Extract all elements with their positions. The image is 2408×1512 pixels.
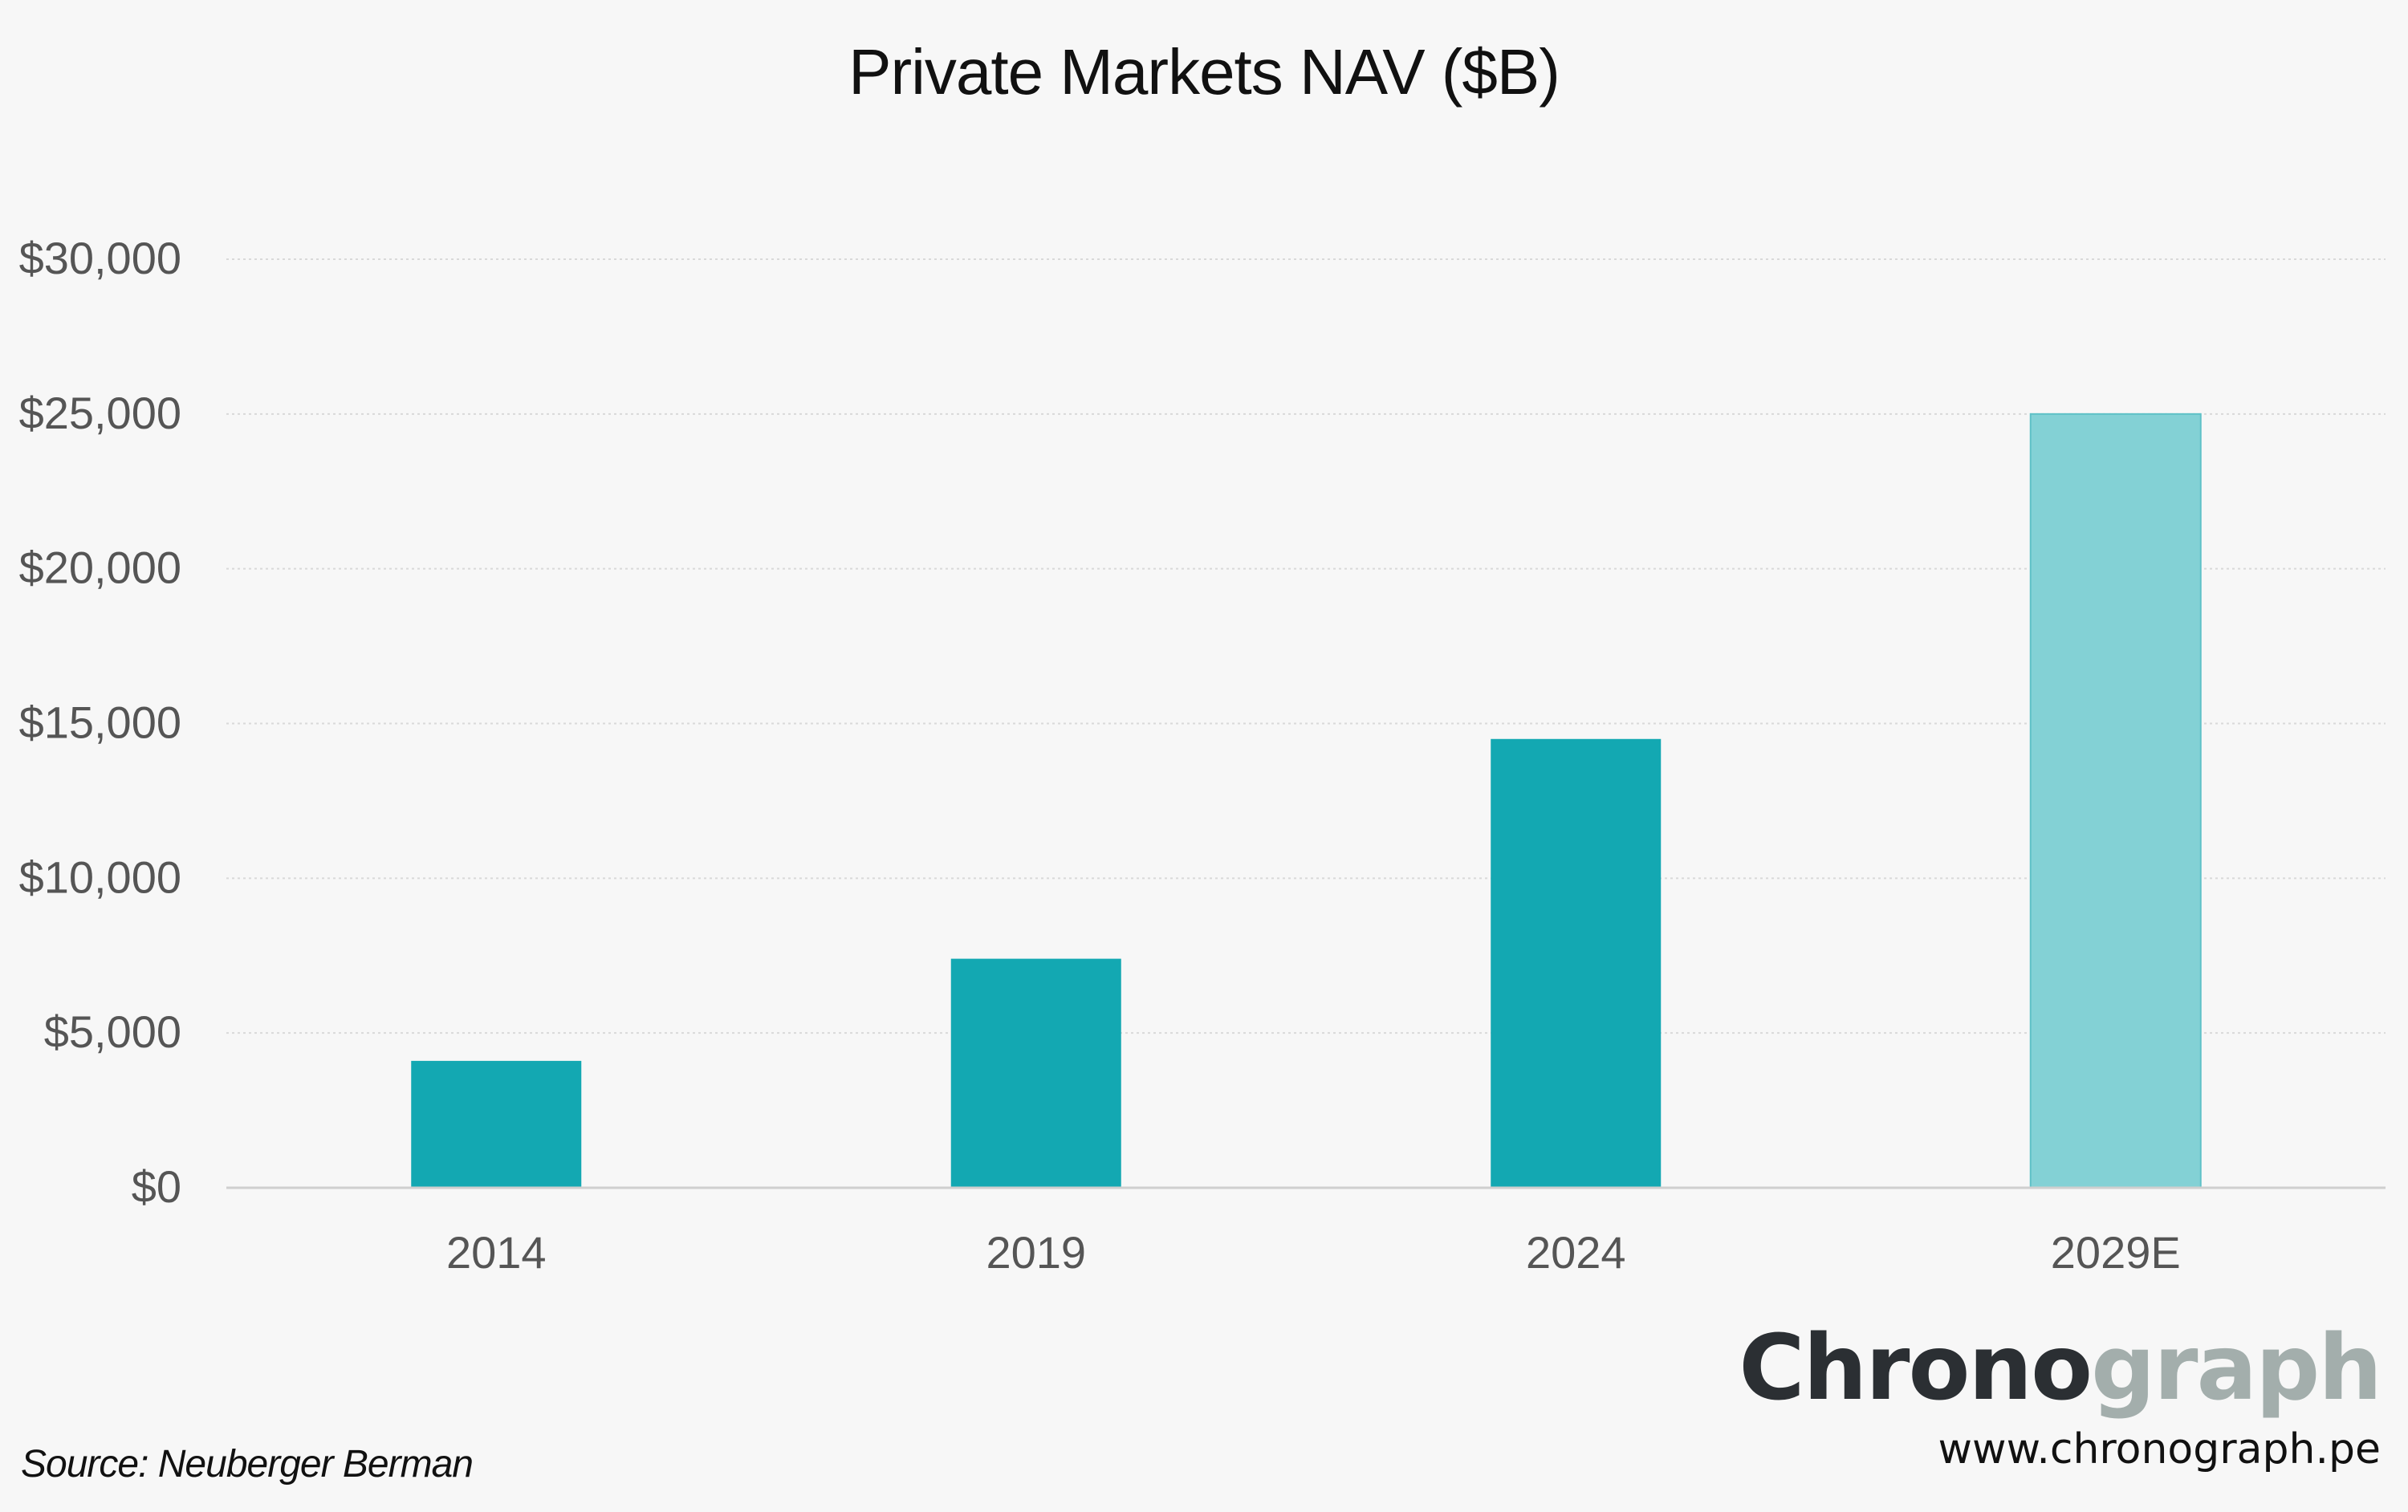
website-url: www.chronograph.pe [1938,1425,2381,1473]
y-tick-label: $25,000 [19,388,181,438]
x-tick-label: 2024 [1526,1227,1626,1278]
chronograph-logo: Chronograph [1739,1316,2382,1421]
y-tick-label: $15,000 [19,697,181,748]
bar-2024 [1491,738,1662,1188]
bar-2029e [2029,413,2202,1189]
x-tick-label: 2019 [986,1227,1086,1278]
logo-text-dark: Chrono [1739,1316,2093,1421]
chart-title: Private Markets NAV ($B) [848,36,1560,108]
x-tick-label: 2014 [446,1227,547,1278]
y-tick-label: $5,000 [44,1006,181,1057]
y-tick-label: $20,000 [19,543,181,593]
x-tick-label: 2029E [2051,1227,2181,1278]
y-tick-label: $30,000 [19,233,181,283]
bar-2014 [411,1060,582,1188]
x-axis-tick-labels: 2014 2019 2024 2029E [446,1227,2181,1278]
bar-2019 [950,958,1121,1188]
bars [411,413,2202,1189]
y-tick-label: $10,000 [19,852,181,902]
source-note: Source: Neuberger Berman [21,1443,474,1486]
gridlines [226,258,2386,1034]
y-axis-tick-labels: $0 $5,000 $10,000 $15,000 $20,000 $25,000 $30,… [19,233,181,1212]
y-tick-label: $0 [132,1161,181,1212]
logo-text-light: graph [2091,1316,2382,1421]
